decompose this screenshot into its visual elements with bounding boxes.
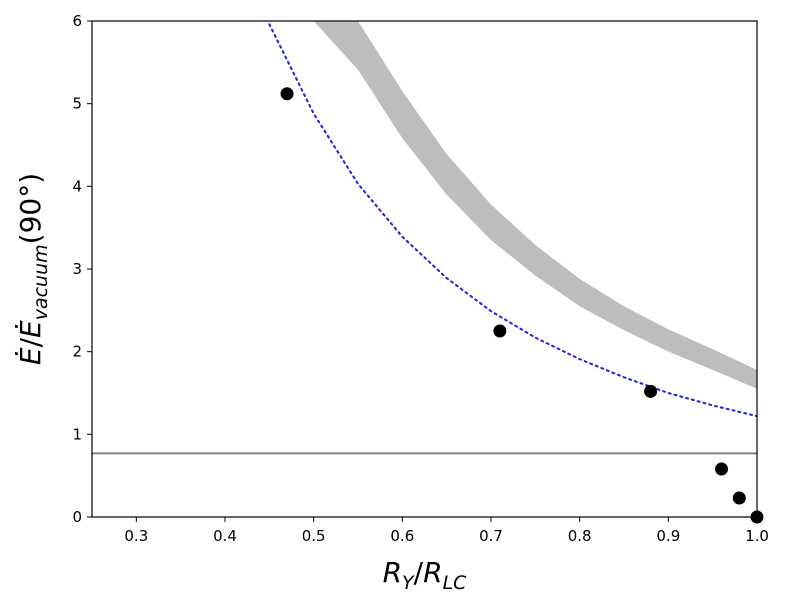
- x-tick-label: 0.8: [568, 527, 592, 545]
- x-tick-label: 0.7: [479, 527, 503, 545]
- band-layer: [313, 21, 757, 389]
- x-tick-label: 0.3: [124, 527, 148, 545]
- plot-frame: [91, 20, 758, 518]
- shaded-band: [313, 21, 757, 389]
- y-tick-label: 2: [72, 343, 82, 361]
- data-point: [715, 462, 729, 476]
- y-axis-label: Ė/Ėvacuum(90°): [14, 173, 52, 365]
- y-tick-label: 5: [72, 95, 82, 113]
- y-tick-label: 4: [72, 177, 82, 195]
- x-tick-label: 0.4: [213, 527, 237, 545]
- points-layer: [280, 87, 764, 524]
- data-point: [732, 491, 746, 505]
- y-tick-label: 6: [72, 12, 82, 30]
- y-tick-label: 1: [72, 425, 82, 443]
- y-tick-label: 0: [72, 508, 82, 526]
- x-tick-label: 1.0: [745, 527, 769, 545]
- x-tick-label: 0.9: [656, 527, 680, 545]
- data-point: [280, 87, 294, 101]
- x-tick-label: 0.5: [302, 527, 326, 545]
- ticks-layer: 0.3 0.4 0.5 0.6 0.7 0.8 0.9 1.0 0 1 2 3 4 5 6: [72, 12, 768, 545]
- x-axis-label: RY/RLC: [383, 556, 468, 594]
- data-point: [493, 324, 507, 338]
- dotted-fit-line: [268, 23, 757, 418]
- line-layer: [92, 23, 757, 455]
- data-point: [644, 384, 658, 398]
- y-tick-label: 3: [72, 260, 82, 278]
- x-tick-label: 0.6: [390, 527, 414, 545]
